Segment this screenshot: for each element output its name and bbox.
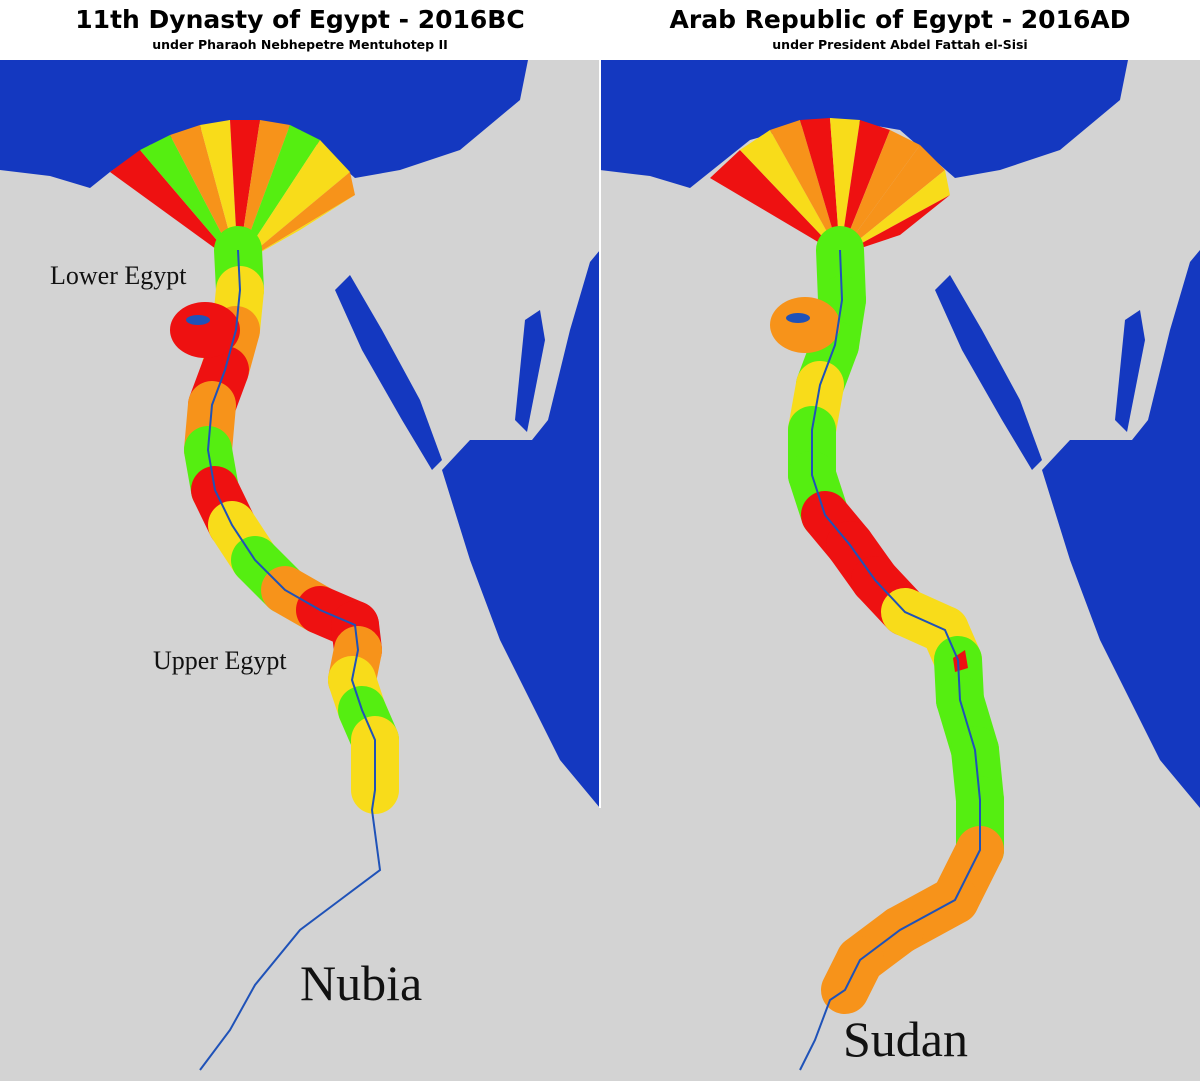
panel-title: 11th Dynasty of Egypt - 2016BC	[75, 5, 524, 34]
province	[770, 297, 840, 353]
delta-region	[840, 195, 950, 255]
header-bg	[0, 0, 1200, 60]
nile	[799, 249, 981, 1071]
panel-title: Arab Republic of Egypt - 2016AD	[670, 5, 1131, 34]
delta-region	[800, 118, 840, 255]
region-label: Upper Egypt	[153, 646, 287, 675]
mediterranean	[600, 60, 1128, 188]
delta-region	[840, 120, 890, 255]
delta-region	[710, 150, 840, 255]
region-label: Lower Egypt	[50, 261, 187, 290]
delta-region	[770, 120, 840, 255]
delta-region	[238, 172, 355, 265]
delta-region	[238, 120, 290, 265]
red-sea	[1042, 250, 1200, 808]
gulf-of-aqaba	[515, 310, 545, 432]
gulf-of-aqaba	[1115, 310, 1145, 432]
delta-region	[840, 170, 950, 255]
delta-region	[170, 125, 238, 265]
delta-region	[740, 130, 840, 255]
red-sea	[442, 250, 600, 808]
lake	[186, 315, 210, 325]
delta-region	[840, 130, 920, 255]
gulf-of-suez	[935, 275, 1042, 470]
region-label: Nubia	[300, 955, 422, 1011]
delta-region	[238, 195, 355, 265]
gulf-of-suez	[335, 275, 442, 470]
delta-region	[238, 140, 350, 265]
panel-subtitle: under President Abdel Fattah el-Sisi	[772, 37, 1027, 52]
lake	[786, 313, 810, 323]
delta-region	[140, 135, 238, 265]
panel-subtitle: under Pharaoh Nebhepetre Mentuhotep II	[152, 37, 448, 52]
region-label: Sudan	[843, 1011, 968, 1067]
delta-region	[830, 118, 860, 255]
rivers	[186, 249, 981, 1071]
delta-region	[110, 150, 238, 265]
nile	[199, 249, 382, 1071]
province	[170, 302, 240, 358]
delta-region	[840, 145, 945, 255]
delta-region	[238, 125, 320, 265]
